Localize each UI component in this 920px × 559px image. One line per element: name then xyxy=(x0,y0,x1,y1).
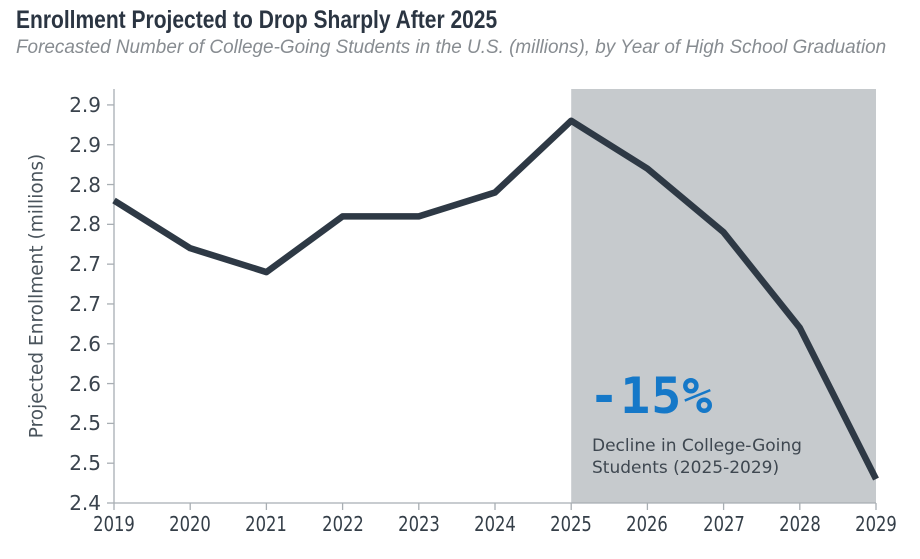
y-tick-label: 2.6 xyxy=(69,371,101,396)
x-tick-label: 2024 xyxy=(474,512,516,536)
y-tick-label: 2.4 xyxy=(69,491,101,515)
x-tick-label: 2029 xyxy=(855,512,897,536)
enrollment-trend-line xyxy=(112,117,879,481)
decline-percentage-callout: -15% xyxy=(589,367,714,425)
x-tick-label: 2027 xyxy=(702,512,745,536)
y-tick-label: 2.5 xyxy=(69,451,101,476)
x-tick-label: 2020 xyxy=(169,512,212,536)
y-tick-label: 2.7 xyxy=(69,252,101,277)
y-tick-label: 2.7 xyxy=(69,291,101,316)
x-tick-label: 2028 xyxy=(778,512,821,536)
projection-highlight-region xyxy=(571,89,876,503)
x-tick-label: 2022 xyxy=(321,512,364,536)
x-tick-label: 2026 xyxy=(626,512,669,536)
x-tick-label: 2021 xyxy=(245,512,288,536)
y-tick-label: 2.8 xyxy=(69,212,101,237)
y-tick-label: 2.9 xyxy=(69,132,101,157)
decline-description: Decline in College-Going Students (2025-… xyxy=(592,436,802,479)
decline-description-line2: Students (2025-2029) xyxy=(592,457,780,478)
y-tick-label: 2.9 xyxy=(69,92,101,117)
y-tick-label: 2.5 xyxy=(69,411,101,436)
x-tick-label: 2023 xyxy=(397,512,440,536)
y-tick-label: 2.6 xyxy=(69,331,101,356)
chart-subtitle: Forecasted Number of College-Going Stude… xyxy=(16,36,887,58)
y-tick-label: 2.8 xyxy=(69,172,101,197)
page-title: Enrollment Projected to Drop Sharply Aft… xyxy=(16,6,498,34)
x-tick-label: 2025 xyxy=(550,512,593,536)
decline-description-line1: Decline in College-Going xyxy=(592,436,802,456)
x-tick-label: 2019 xyxy=(93,512,135,536)
